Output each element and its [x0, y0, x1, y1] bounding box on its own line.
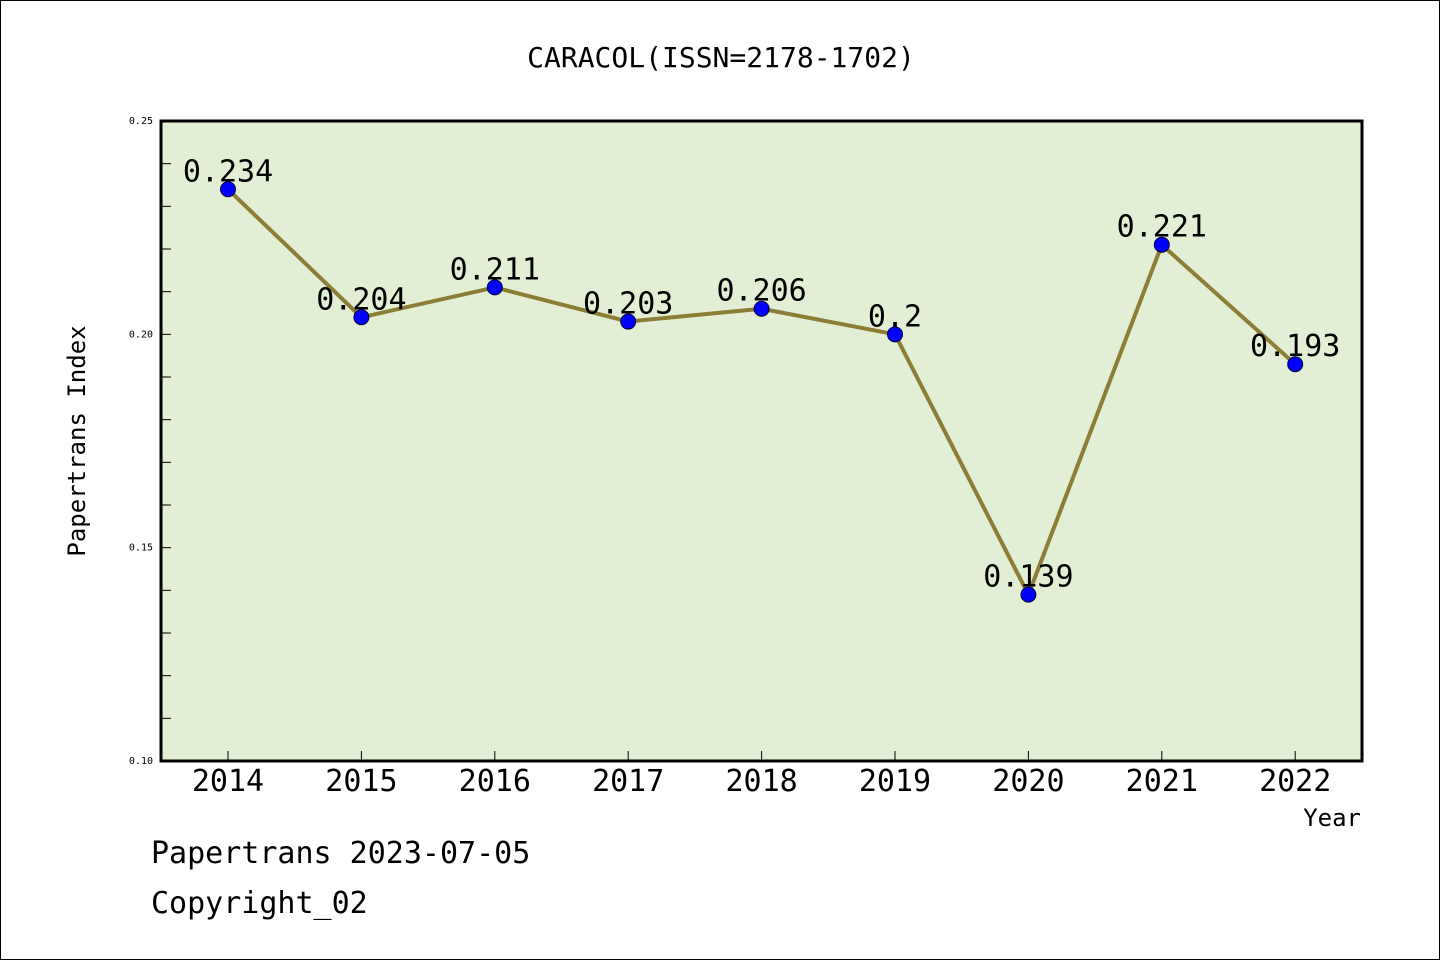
- x-tick-label: 2022: [1259, 764, 1331, 799]
- data-label: 0.2: [868, 299, 922, 334]
- y-tick-label: 0.20: [129, 329, 153, 340]
- x-axis: 2014 2015 2016 2017 2018 2019 2020 2021 2022: [192, 751, 1331, 799]
- x-tick-label: 2019: [859, 764, 931, 799]
- series-layer: 0.234 0.204 0.211 0.203 0.206 0.2 0.139 0.221 0.…: [183, 154, 1340, 603]
- chart-title: CARACOL(ISSN=2178-1702): [527, 41, 915, 74]
- footer-copyright: Copyright_02: [151, 886, 368, 921]
- data-point: [887, 326, 903, 343]
- data-point: [1287, 356, 1304, 373]
- data-label: 0.193: [1250, 329, 1340, 364]
- x-tick-label: 2017: [592, 764, 664, 799]
- data-label: 0.203: [583, 287, 673, 322]
- x-tick-label: 2016: [459, 764, 531, 799]
- data-label: 0.234: [183, 154, 273, 189]
- x-tick-label: 2014: [192, 764, 264, 799]
- footer-date: Papertrans 2023-07-05: [151, 836, 531, 871]
- data-point: [486, 279, 503, 296]
- data-point: [620, 313, 637, 330]
- data-point: [1153, 236, 1170, 253]
- data-label: 0.139: [983, 560, 1073, 595]
- x-tick-label: 2015: [325, 764, 397, 799]
- data-label: 0.221: [1117, 210, 1207, 245]
- data-point: [353, 309, 370, 326]
- data-label: 0.211: [450, 252, 540, 287]
- x-tick-label: 2021: [1126, 764, 1198, 799]
- y-axis-label: Papertrans Index: [63, 325, 91, 556]
- x-axis-label: Year: [1303, 804, 1361, 832]
- y-axis: 0.10 0.15 0.20 0.25: [129, 116, 171, 767]
- data-point: [1020, 586, 1037, 603]
- x-tick-label: 2020: [992, 764, 1064, 799]
- x-tick-label: 2018: [725, 764, 797, 799]
- data-label: 0.204: [316, 282, 406, 317]
- y-tick-label: 0.15: [129, 543, 153, 554]
- y-tick-label: 0.25: [129, 116, 153, 127]
- data-label: 0.206: [716, 274, 806, 309]
- data-point: [753, 300, 770, 317]
- y-tick-label: 0.10: [129, 756, 153, 767]
- plot-area: [159, 119, 1364, 763]
- data-point: [220, 181, 236, 198]
